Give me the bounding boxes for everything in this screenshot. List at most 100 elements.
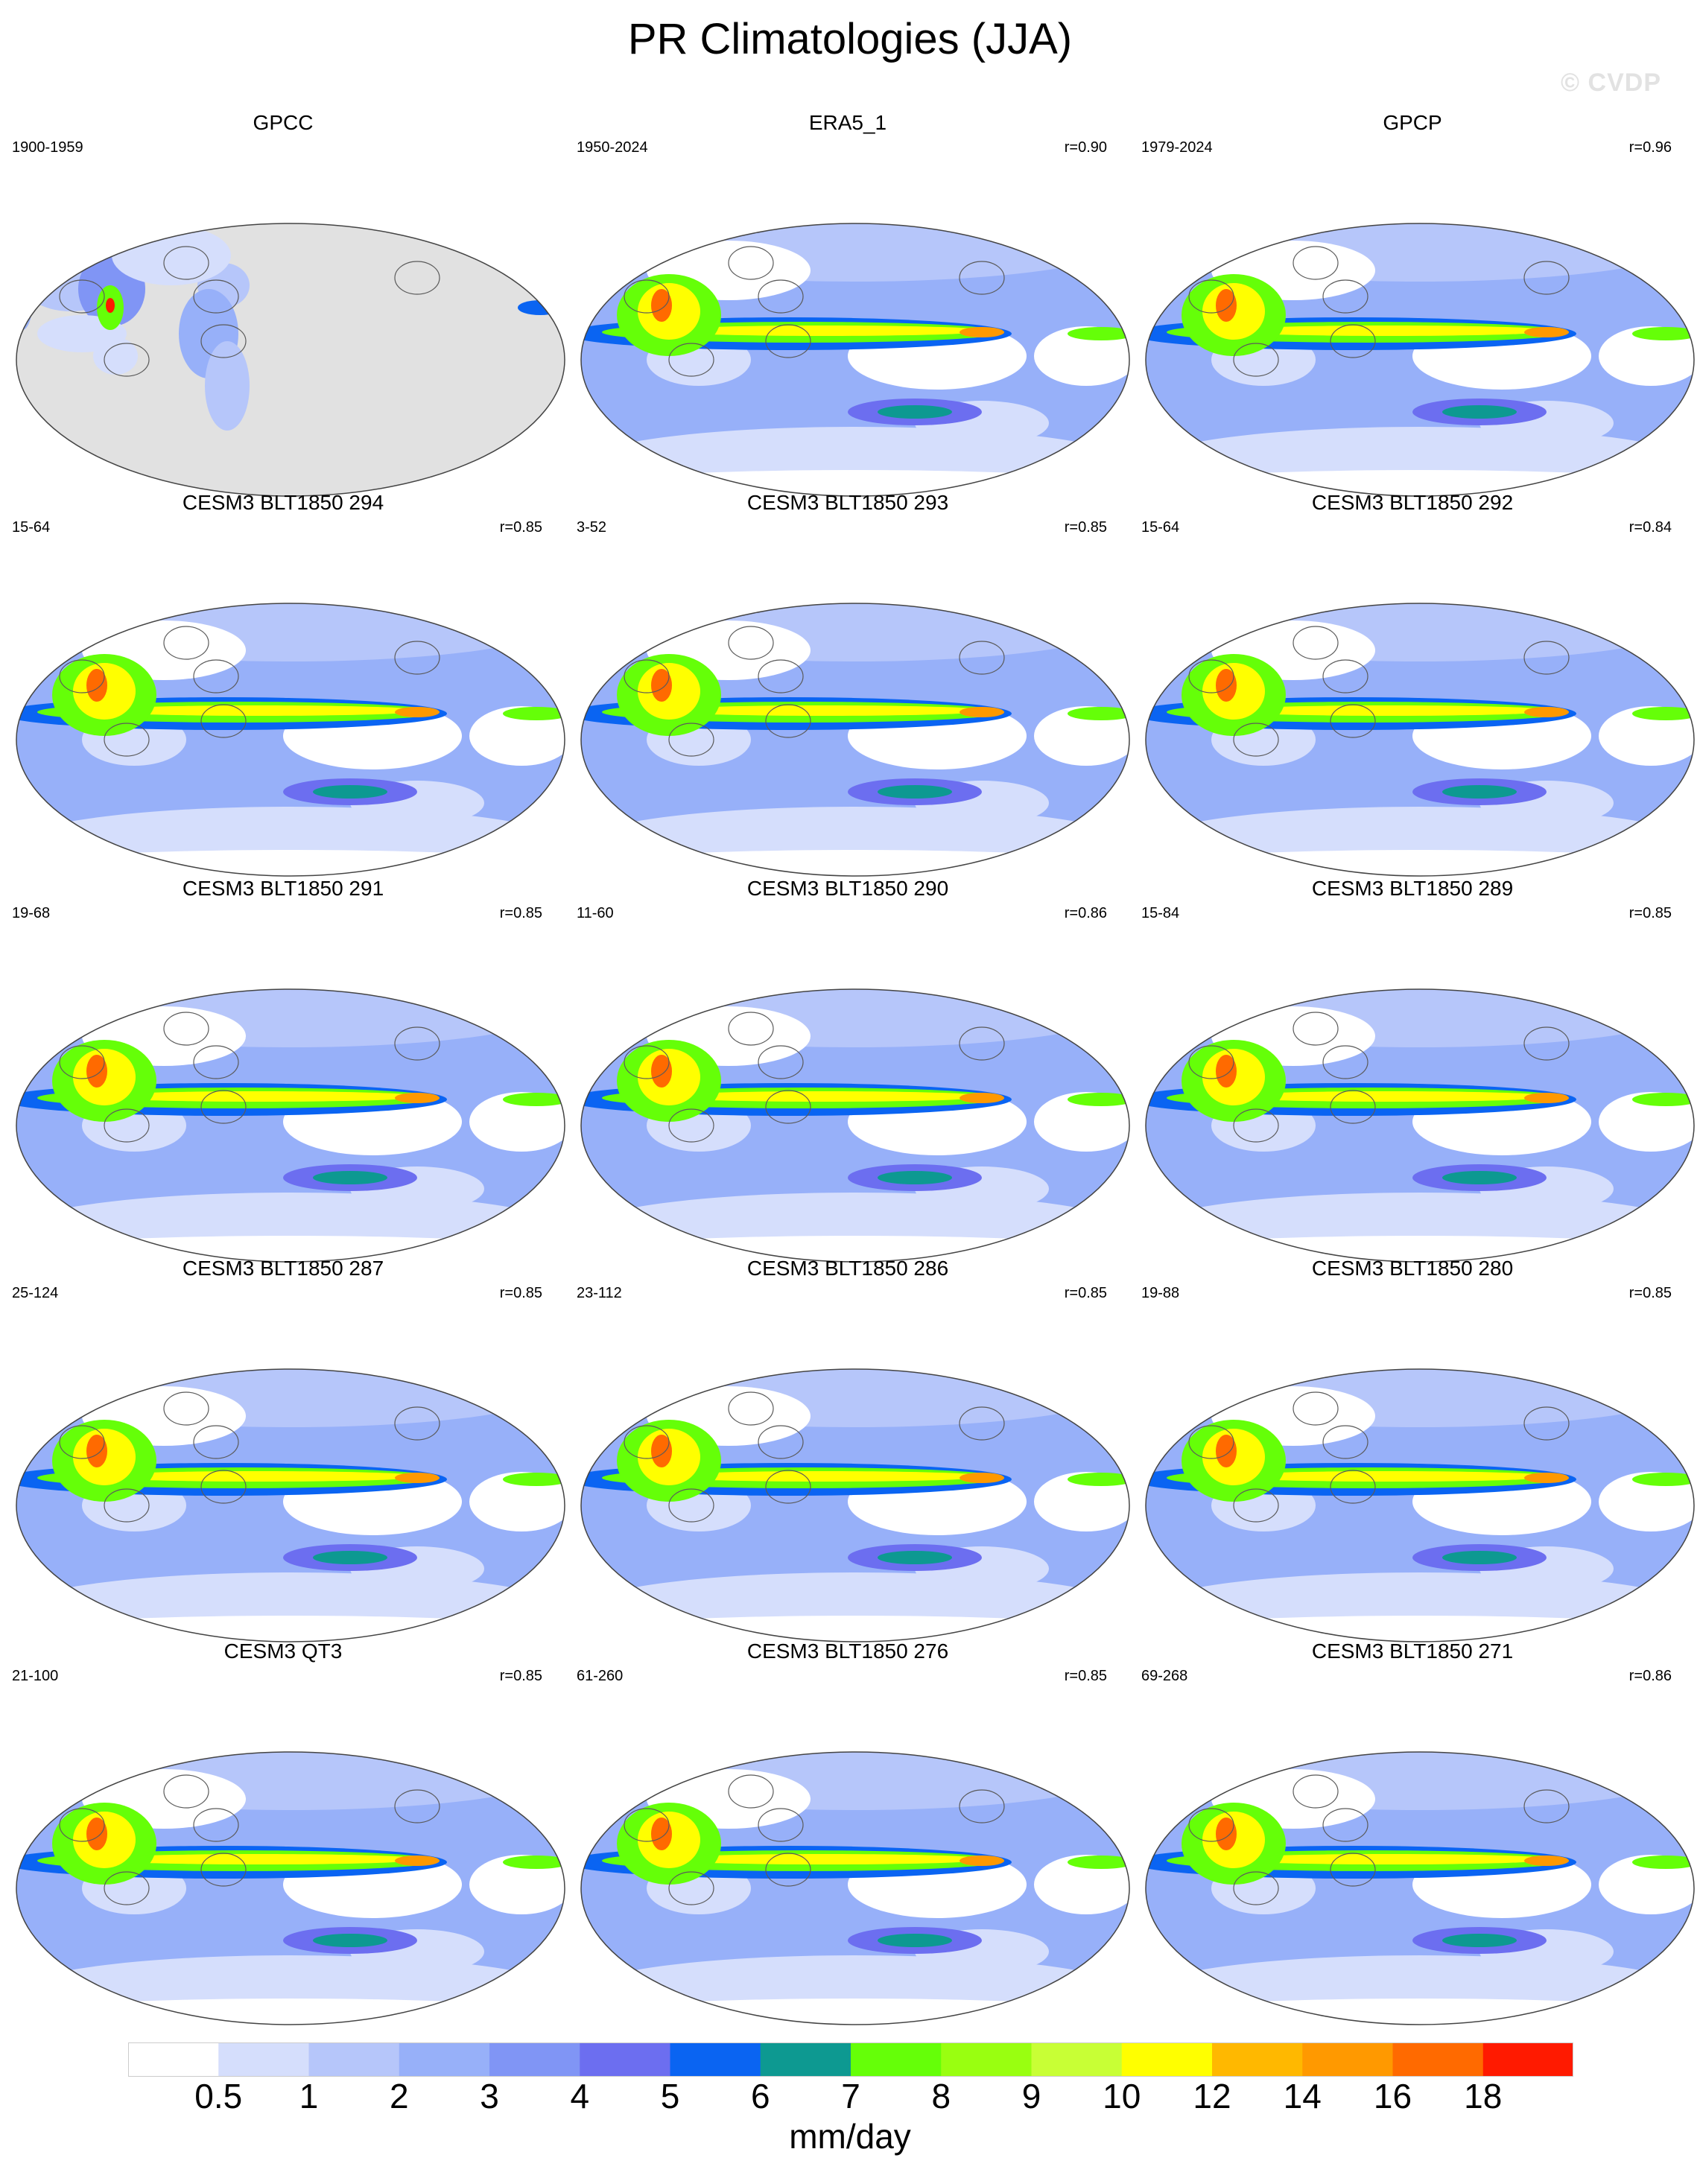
panel-pattern-correlation: r=0.85: [1064, 1668, 1107, 1684]
colorbar-tick: 18: [1464, 2077, 1503, 2115]
colorbar-tick: 9: [1021, 2077, 1041, 2115]
colorbar-swatch: [399, 2042, 490, 2077]
panel-pattern-correlation: r=0.85: [1628, 905, 1672, 921]
panel-title: CESM3 BLT1850 276: [746, 1639, 949, 1663]
panel-title: CESM3 BLT1850 289: [1311, 877, 1514, 900]
precipitation-map: [1145, 1368, 1695, 1642]
map-panel-blt280: CESM3 BLT1850 280 19-88 r=0.85: [1129, 1256, 1696, 1643]
precipitation-map: [16, 223, 565, 497]
colorbar-swatch: [1482, 2042, 1573, 2077]
panel-pattern-correlation: r=0.85: [1064, 519, 1107, 536]
panel-title: CESM3 BLT1850 294: [182, 491, 384, 514]
colorbar-swatch: [941, 2042, 1032, 2077]
colorbar-swatch: [489, 2042, 580, 2077]
map-panel-era5: ERA5_1 1950-2024 r=0.90: [565, 110, 1131, 498]
panel-year-range: 15-64: [1141, 519, 1180, 536]
panel-pattern-correlation: r=0.90: [1064, 139, 1107, 156]
precipitation-map: [1145, 1751, 1695, 2025]
panel-year-range: 69-268: [1141, 1668, 1188, 1684]
colorbar-swatch: [851, 2042, 942, 2077]
panel-pattern-correlation: r=0.85: [499, 519, 542, 536]
colorbar-tick: 7: [841, 2077, 860, 2115]
panel-pattern-correlation: r=0.85: [1628, 1285, 1672, 1301]
panel-pattern-correlation: r=0.84: [1628, 519, 1672, 536]
precipitation-map: [1145, 223, 1695, 497]
colorbar-tick: 0.5: [194, 2077, 243, 2115]
colorbar-tick: 6: [750, 2077, 770, 2115]
colorbar-swatch: [1031, 2042, 1123, 2077]
panel-title: CESM3 BLT1850 292: [1311, 491, 1514, 514]
colorbar-tick: 12: [1193, 2077, 1231, 2115]
colorbar-tick: 16: [1373, 2077, 1412, 2115]
panel-title: CESM3 BLT1850 271: [1311, 1639, 1514, 1663]
panel-pattern-correlation: r=0.85: [499, 1668, 542, 1684]
colorbar-tick: 4: [570, 2077, 590, 2115]
panel-year-range: 1979-2024: [1141, 139, 1213, 156]
colorbar-swatch: [1212, 2042, 1303, 2077]
colorbar-swatch: [1392, 2042, 1484, 2077]
panel-year-range: 19-88: [1141, 1285, 1180, 1301]
precipitation-map: [16, 1751, 565, 2025]
colorbar-tick: 10: [1103, 2077, 1141, 2115]
panel-year-range: 21-100: [12, 1668, 59, 1684]
colorbar-swatch: [670, 2042, 761, 2077]
precipitation-map: [1145, 988, 1695, 1263]
map-panel-blt291: CESM3 BLT1850 291 19-68 r=0.85: [0, 876, 566, 1263]
panel-year-range: 1900-1959: [12, 139, 83, 156]
figure-title: PR Climatologies (JJA): [627, 15, 1073, 63]
panel-year-range: 15-64: [12, 519, 51, 536]
colorbar-tick: 1: [299, 2077, 319, 2115]
panel-title: CESM3 QT3: [223, 1639, 343, 1663]
panel-title: CESM3 BLT1850 280: [1311, 1257, 1514, 1280]
panel-year-range: 3-52: [577, 519, 607, 536]
colorbar-swatch: [1121, 2042, 1213, 2077]
panel-title: GPCP: [1383, 111, 1442, 134]
panel-pattern-correlation: r=0.85: [499, 905, 542, 921]
precipitation-map: [580, 1368, 1130, 1642]
precipitation-map: [580, 1751, 1130, 2025]
map-panel-blt276: CESM3 BLT1850 276 61-260 r=0.85: [565, 1639, 1131, 2026]
panel-title: ERA5_1: [808, 111, 887, 134]
panel-pattern-correlation: r=0.86: [1064, 905, 1107, 921]
panel-year-range: 25-124: [12, 1285, 59, 1301]
panel-title: CESM3 BLT1850 291: [182, 877, 384, 900]
map-panel-blt292: CESM3 BLT1850 292 15-64 r=0.84: [1129, 490, 1696, 877]
colorbar-swatch: [580, 2042, 670, 2077]
colorbar-swatch: [218, 2042, 309, 2077]
precipitation-map: [580, 223, 1130, 497]
panel-year-range: 19-68: [12, 905, 51, 921]
precipitation-map: [580, 603, 1130, 877]
panel-title: CESM3 BLT1850 286: [746, 1257, 949, 1280]
cvdp-watermark: © CVDP: [1561, 69, 1661, 97]
panel-title: CESM3 BLT1850 293: [746, 491, 949, 514]
colorbar-tick: 5: [660, 2077, 680, 2115]
map-panel-blt287: CESM3 BLT1850 287 25-124 r=0.85: [0, 1256, 566, 1643]
colorbar-unit-label: mm/day: [789, 2117, 911, 2156]
panel-year-range: 15-84: [1141, 905, 1180, 921]
panel-title: CESM3 BLT1850 287: [182, 1257, 384, 1280]
map-panel-blt293: CESM3 BLT1850 293 3-52 r=0.85: [565, 490, 1131, 877]
map-panel-gpcp: GPCP 1979-2024 r=0.96: [1129, 110, 1696, 498]
panel-year-range: 23-112: [577, 1285, 622, 1301]
colorbar-swatch: [760, 2042, 851, 2077]
precipitation-map: [16, 1368, 565, 1642]
map-panel-qt3: CESM3 QT3 21-100 r=0.85: [0, 1639, 566, 2026]
panel-pattern-correlation: r=0.86: [1628, 1668, 1672, 1684]
precipitation-map: [1145, 603, 1695, 877]
colorbar-swatch: [128, 2042, 219, 2077]
map-panel-gpcc: GPCC 1900-1959: [0, 110, 566, 498]
precipitation-map: [580, 988, 1130, 1263]
map-panel-blt294: CESM3 BLT1850 294 15-64 r=0.85: [0, 490, 566, 877]
panel-year-range: 1950-2024: [577, 139, 648, 156]
map-panel-blt289: CESM3 BLT1850 289 15-84 r=0.85: [1129, 876, 1696, 1263]
panel-pattern-correlation: r=0.85: [1064, 1285, 1107, 1301]
colorbar-swatch: [308, 2042, 400, 2077]
panel-year-range: 11-60: [577, 905, 614, 921]
colorbar-swatch: [1302, 2042, 1393, 2077]
colorbar-tick: 8: [931, 2077, 951, 2115]
colorbar-tick: 2: [389, 2077, 409, 2115]
panel-pattern-correlation: r=0.85: [499, 1285, 542, 1301]
panel-pattern-correlation: r=0.96: [1628, 139, 1672, 156]
map-panel-blt286: CESM3 BLT1850 286 23-112 r=0.85: [565, 1256, 1131, 1643]
precipitation-map: [16, 603, 565, 877]
